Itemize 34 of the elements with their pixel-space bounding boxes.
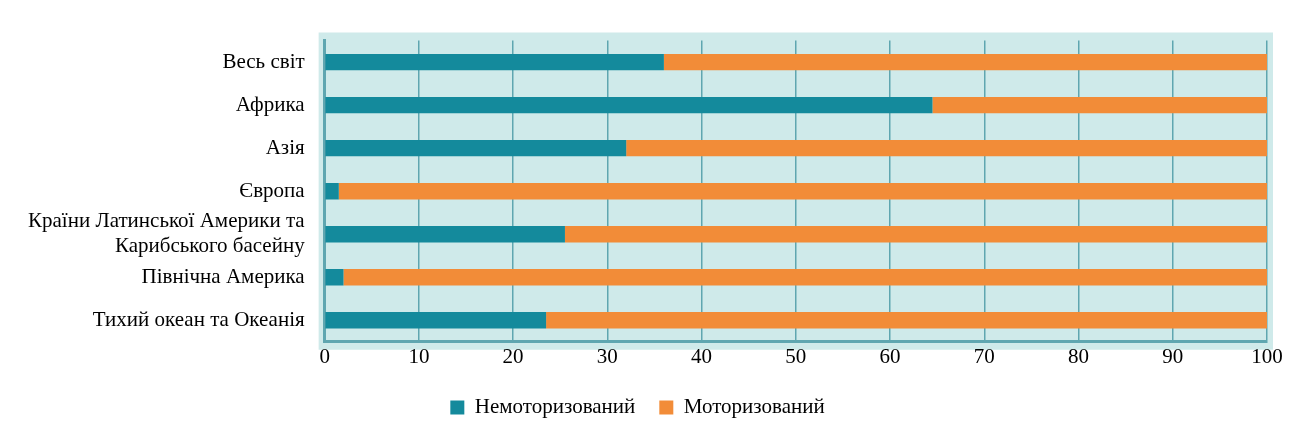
bar bbox=[663, 53, 1267, 71]
x-tick-label: 0 bbox=[319, 343, 330, 368]
legend-label: Моторизований bbox=[683, 394, 825, 419]
y-tick-label: Тихий океан та Океанія bbox=[92, 306, 305, 331]
bar bbox=[546, 312, 1267, 329]
bar bbox=[932, 96, 1267, 114]
y-tick-label: Африка bbox=[235, 91, 306, 116]
bar bbox=[564, 226, 1267, 243]
x-tick-label: 60 bbox=[879, 343, 901, 368]
y-tick-label: Північна Америка bbox=[141, 263, 306, 288]
bar bbox=[626, 140, 1267, 157]
bar bbox=[325, 140, 627, 157]
bar bbox=[325, 96, 933, 114]
y-tick-label: Європа bbox=[239, 177, 306, 202]
x-tick-label: 80 bbox=[1068, 343, 1090, 368]
bar bbox=[343, 269, 1267, 286]
bar bbox=[325, 226, 565, 243]
bar bbox=[325, 53, 664, 71]
bar bbox=[325, 269, 344, 286]
x-tick-label: 40 bbox=[691, 343, 713, 368]
y-tick-label: Азія bbox=[265, 134, 305, 159]
x-tick-label: 50 bbox=[785, 343, 807, 368]
x-tick-label: 20 bbox=[502, 343, 524, 368]
legend-label: Немоторизований bbox=[474, 394, 636, 419]
x-tick-label: 90 bbox=[1162, 343, 1184, 368]
x-tick-label: 10 bbox=[408, 343, 430, 368]
bar bbox=[338, 183, 1267, 200]
bar bbox=[325, 183, 339, 200]
x-tick-label: 30 bbox=[596, 343, 618, 368]
x-tick-label: 100 bbox=[1251, 343, 1283, 368]
y-tick-label: Країни Латинської Америки та Карибського басейну bbox=[28, 208, 306, 258]
x-tick-label: 70 bbox=[973, 343, 995, 368]
y-tick-label: Весь світ bbox=[222, 48, 305, 73]
bar bbox=[325, 312, 547, 329]
